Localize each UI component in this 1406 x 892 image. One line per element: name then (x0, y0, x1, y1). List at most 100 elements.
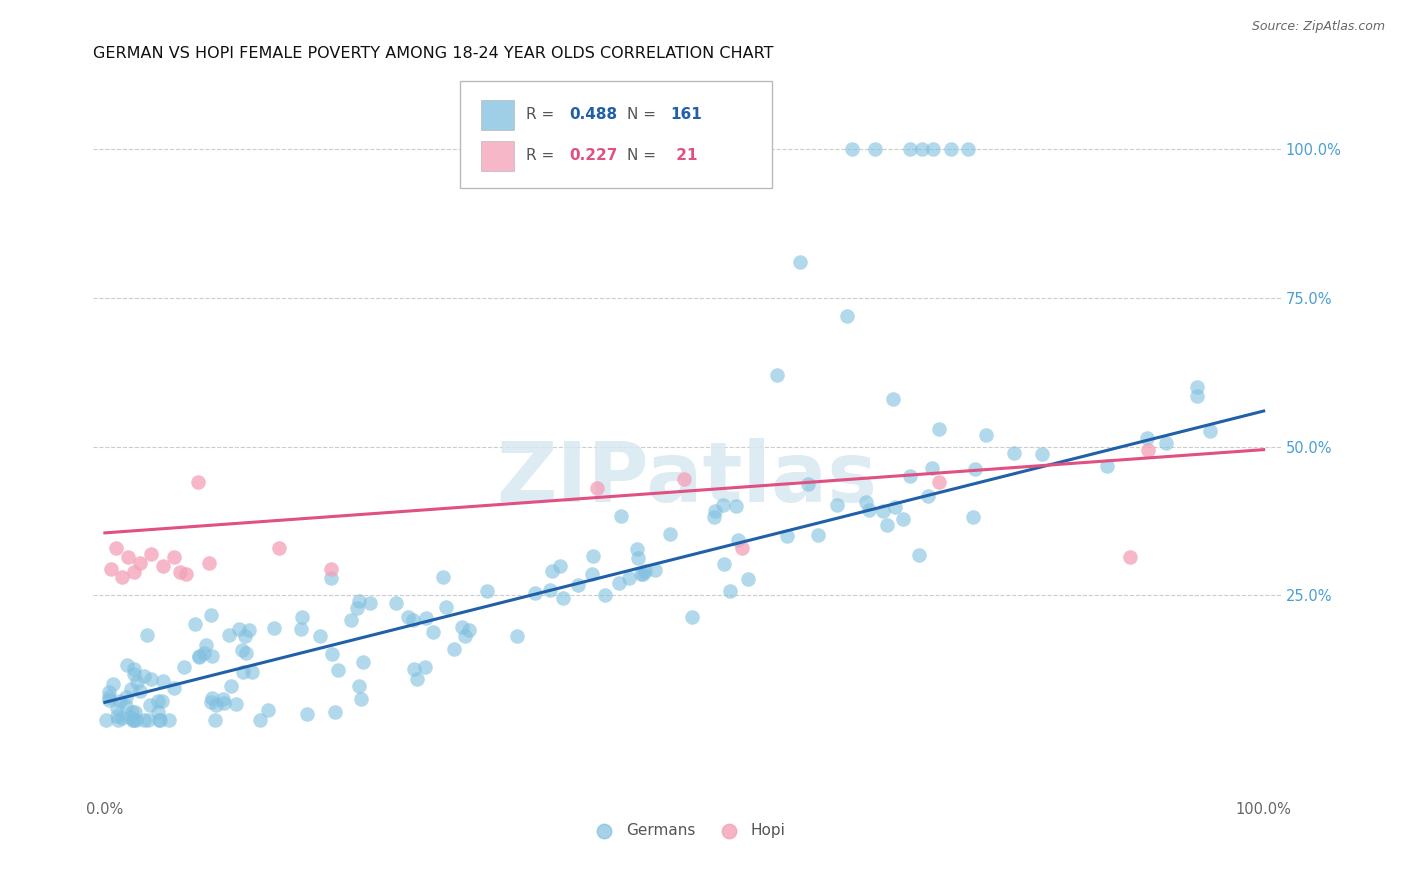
Point (718, 584, 741, 599)
Point (125, 713, 148, 727)
Point (436, 599, 458, 614)
Point (727, 533, 749, 547)
Point (548, 558, 571, 573)
Point (291, 610, 314, 624)
Point (352, 655, 374, 669)
Point (413, 659, 436, 673)
Point (328, 663, 350, 677)
Point (898, 142, 921, 156)
FancyBboxPatch shape (481, 100, 513, 130)
Text: 161: 161 (671, 107, 702, 121)
Point (350, 691, 373, 706)
Point (1119, 549, 1142, 564)
Point (115, 690, 138, 704)
Point (617, 571, 640, 585)
Point (139, 698, 162, 712)
Point (150, 694, 173, 708)
Point (128, 683, 150, 698)
Point (855, 495, 877, 509)
Point (257, 703, 280, 717)
Point (235, 646, 257, 660)
Point (212, 696, 235, 710)
Point (835, 309, 858, 323)
Point (169, 565, 191, 579)
Point (1095, 458, 1118, 473)
Point (105, 709, 128, 723)
Point (963, 462, 986, 476)
Point (228, 622, 250, 636)
Point (1031, 447, 1053, 461)
Point (737, 572, 759, 586)
Point (396, 610, 419, 624)
Point (524, 586, 547, 600)
Point (201, 649, 224, 664)
Point (806, 527, 828, 541)
Point (141, 547, 163, 561)
Point (627, 551, 650, 566)
Point (703, 510, 725, 524)
Point (796, 477, 818, 491)
Point (141, 672, 163, 686)
Point (731, 541, 754, 555)
Point (218, 628, 240, 642)
Point (174, 567, 197, 582)
Point (122, 663, 145, 677)
Point (319, 571, 342, 585)
Point (263, 622, 285, 636)
Point (551, 591, 574, 605)
Point (198, 556, 221, 570)
Text: ZIPatlas: ZIPatlas (496, 438, 877, 519)
Point (858, 502, 880, 516)
Point (233, 629, 256, 643)
Point (681, 610, 703, 624)
Point (96, 713, 118, 727)
Point (402, 613, 425, 627)
Point (917, 489, 939, 503)
Point (138, 713, 160, 727)
Point (135, 627, 157, 641)
Point (146, 706, 169, 720)
Point (157, 713, 180, 727)
Point (581, 567, 603, 582)
Point (101, 677, 124, 691)
Point (204, 713, 226, 727)
Point (1136, 431, 1159, 445)
Text: GERMAN VS HOPI FEMALE POVERTY AMONG 18-24 YEAR OLDS CORRELATION CHART: GERMAN VS HOPI FEMALE POVERTY AMONG 18-2… (93, 46, 773, 62)
Point (633, 564, 655, 578)
Point (882, 392, 904, 406)
Point (97, 685, 120, 699)
Point (120, 710, 142, 724)
Point (865, 142, 887, 156)
Point (775, 529, 797, 543)
Point (713, 557, 735, 571)
Point (121, 713, 143, 727)
Point (957, 142, 980, 156)
Point (766, 368, 789, 383)
Point (110, 694, 132, 708)
Point (540, 564, 562, 578)
Point (586, 481, 609, 495)
Point (911, 142, 934, 156)
Point (1185, 380, 1208, 394)
Point (962, 509, 984, 524)
Point (593, 588, 616, 602)
Point (582, 549, 605, 563)
Point (876, 517, 898, 532)
Point (98, 690, 121, 704)
Point (567, 578, 589, 592)
Point (454, 629, 477, 643)
Point (505, 629, 527, 643)
Text: 21: 21 (671, 148, 697, 163)
Point (898, 468, 921, 483)
Point (323, 705, 346, 719)
Point (221, 679, 243, 693)
Point (939, 142, 962, 156)
Point (713, 498, 735, 512)
Point (187, 475, 209, 490)
Point (402, 661, 425, 675)
Point (173, 660, 195, 674)
Point (928, 422, 950, 436)
Point (631, 567, 654, 582)
Point (825, 498, 848, 512)
Point (120, 681, 142, 696)
